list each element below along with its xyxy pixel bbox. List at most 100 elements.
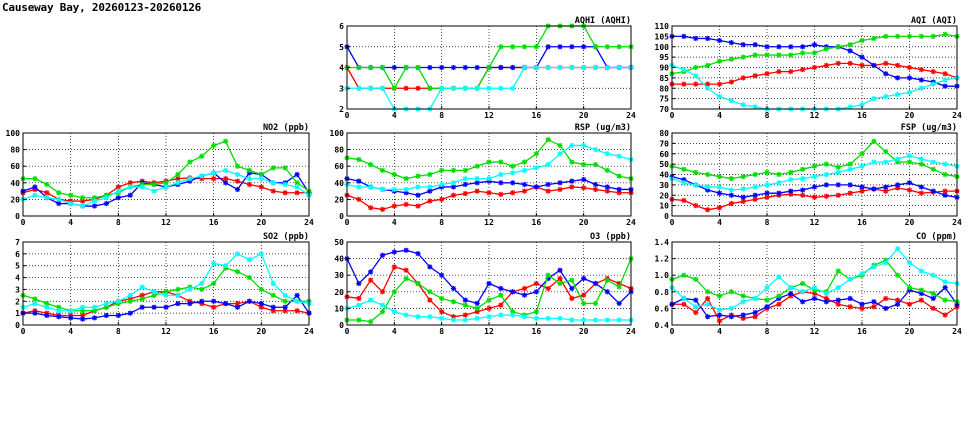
- data-point: [716, 81, 723, 87]
- data-point: [752, 42, 758, 48]
- data-point: [883, 93, 889, 100]
- data-point: [498, 191, 504, 198]
- data-point: [752, 73, 758, 79]
- data-point: [115, 195, 121, 201]
- data-point: [847, 276, 853, 282]
- data-point: [764, 71, 770, 77]
- data-point: [906, 187, 913, 193]
- data-point: [151, 304, 157, 310]
- data-point: [103, 195, 110, 201]
- data-point: [581, 64, 587, 71]
- data-point: [427, 289, 433, 295]
- y-tick-label: 95: [659, 53, 669, 62]
- data-point: [581, 275, 587, 282]
- data-point: [823, 161, 829, 167]
- data-point: [693, 304, 699, 310]
- data-point: [533, 315, 539, 321]
- x-tick-label: 4: [717, 218, 722, 227]
- data-point: [462, 64, 468, 71]
- data-point: [592, 64, 599, 71]
- data-point: [581, 44, 587, 50]
- data-point: [427, 85, 433, 91]
- data-point: [693, 73, 699, 79]
- data-point: [604, 289, 610, 295]
- data-point: [895, 62, 901, 69]
- data-point: [871, 62, 877, 69]
- chart-no2: 0 4 8 12 16 20 24 0 20 40 60 80 100 NO2 (ppb): [6, 123, 314, 227]
- data-point: [681, 197, 687, 204]
- data-point: [91, 304, 98, 310]
- data-point: [151, 292, 157, 298]
- data-point: [728, 56, 734, 62]
- data-point: [693, 276, 699, 282]
- data-point: [569, 142, 575, 149]
- data-point: [740, 75, 746, 81]
- data-point: [521, 181, 528, 188]
- x-tick-label: 8: [439, 111, 444, 120]
- x-tick-label: 12: [484, 218, 494, 227]
- data-point: [498, 302, 504, 308]
- data-point: [68, 200, 74, 207]
- y-tick-label: 80: [659, 129, 669, 138]
- data-point: [246, 181, 253, 188]
- data-point: [222, 138, 229, 144]
- data-point: [258, 251, 264, 257]
- data-point: [486, 280, 492, 287]
- data-point: [752, 184, 758, 190]
- data-point: [474, 188, 480, 194]
- data-point: [823, 171, 829, 178]
- y-tick-label: 40: [10, 179, 20, 188]
- data-point: [439, 295, 445, 302]
- data-point: [728, 40, 734, 46]
- data-point: [356, 295, 362, 302]
- x-tick-label: 4: [392, 218, 397, 227]
- data-point: [79, 203, 86, 209]
- data-point: [91, 315, 98, 321]
- data-point: [557, 280, 563, 287]
- data-point: [930, 295, 936, 302]
- data-point: [439, 272, 445, 278]
- data-point: [379, 186, 386, 193]
- data-point: [450, 285, 457, 292]
- data-point: [510, 44, 516, 50]
- data-point: [918, 77, 924, 83]
- data-point: [764, 304, 770, 310]
- y-tick-label: 70: [659, 105, 669, 114]
- x-tick-label: 24: [952, 327, 962, 336]
- data-point: [823, 182, 829, 188]
- data-point: [450, 64, 457, 71]
- data-point: [415, 85, 421, 91]
- data-point: [557, 44, 563, 50]
- data-point: [403, 247, 409, 253]
- data-point: [270, 304, 276, 310]
- data-point: [368, 184, 374, 190]
- data-point: [115, 188, 121, 194]
- x-tick-label: 0: [670, 218, 675, 227]
- data-point: [415, 280, 421, 287]
- data-point: [847, 190, 853, 196]
- data-point: [693, 203, 699, 209]
- data-point: [557, 64, 563, 71]
- chart-title: RSP (ug/m3): [575, 123, 631, 133]
- data-point: [705, 289, 711, 295]
- data-point: [592, 186, 599, 193]
- data-point: [883, 184, 889, 190]
- data-point: [439, 64, 445, 71]
- data-point: [222, 176, 229, 182]
- data-point: [32, 176, 38, 182]
- data-point: [258, 286, 264, 293]
- data-point: [811, 163, 818, 169]
- data-point: [510, 85, 516, 91]
- data-point: [705, 184, 711, 190]
- y-tick-label: 40: [334, 179, 344, 188]
- data-point: [557, 180, 563, 186]
- data-point: [581, 185, 587, 191]
- data-point: [127, 184, 133, 190]
- data-point: [871, 96, 877, 102]
- data-point: [44, 195, 50, 201]
- data-point: [918, 287, 924, 293]
- data-point: [616, 300, 622, 307]
- data-point: [906, 64, 913, 71]
